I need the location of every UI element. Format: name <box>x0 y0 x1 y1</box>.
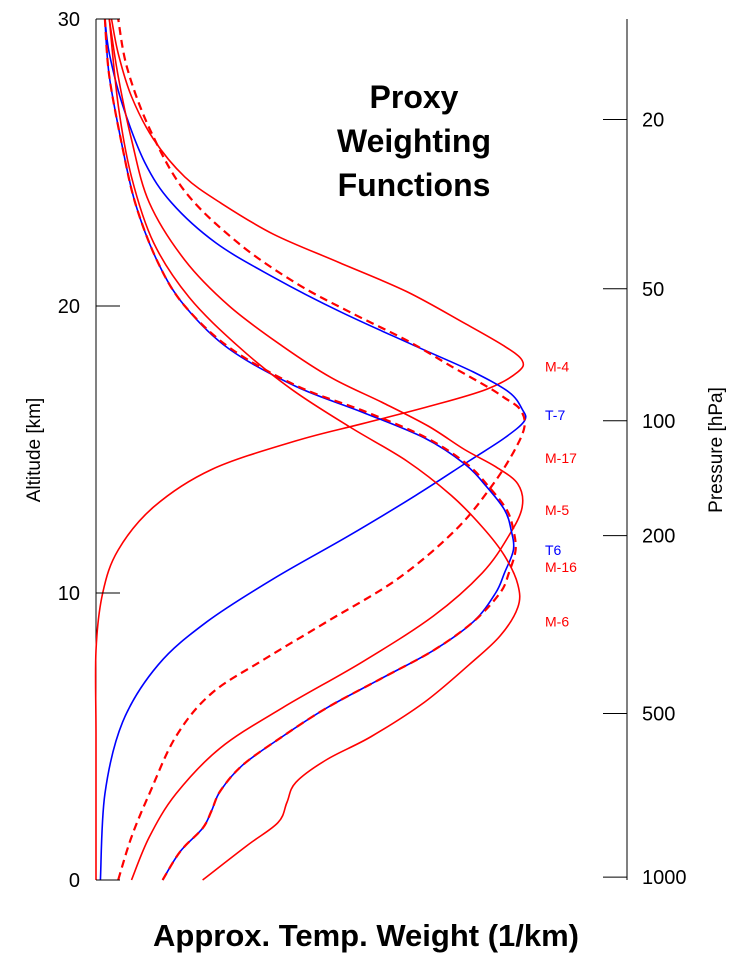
curve-m-16 <box>103 18 517 881</box>
pressure-tick-label: 200 <box>642 526 675 548</box>
curve-group <box>94 18 527 881</box>
altitude-tick-label: 10 <box>58 583 80 605</box>
chart-title-line-3: Functions <box>338 167 491 203</box>
curve-m-6 <box>108 18 521 881</box>
altitude-tick-label: 20 <box>58 296 80 318</box>
altitude-ticks: 0 10 20 30 <box>58 9 120 892</box>
curve-label-m-6: M-6 <box>545 614 569 630</box>
altitude-tick-label: 0 <box>69 870 80 892</box>
curve-label-m-4: M-4 <box>545 358 569 374</box>
pressure-tick-label: 20 <box>642 109 664 131</box>
curve-m-5 <box>108 18 524 881</box>
x-axis-title: Approx. Temp. Weight (1/km) <box>153 918 579 953</box>
y-axis-title: Altitude [km] <box>24 398 45 503</box>
curve-label-t-7: T-7 <box>545 407 565 423</box>
curve-label-t6: T6 <box>545 542 562 558</box>
pressure-tick-label: 100 <box>642 411 675 433</box>
curve-label-m-5: M-5 <box>545 502 569 518</box>
curve-m-4 <box>94 18 525 881</box>
curve-t-7 <box>99 18 527 881</box>
pressure-tick-label: 50 <box>642 279 664 301</box>
chart-title-line-1: Proxy <box>370 79 459 115</box>
pressure-tick-label: 500 <box>642 704 675 726</box>
curve-label-m-16: M-16 <box>545 559 577 575</box>
curve-m-17 <box>117 18 526 881</box>
altitude-tick-label: 30 <box>58 9 80 31</box>
pressure-tick-label: 1000 <box>642 867 687 889</box>
curve-label-m-17: M-17 <box>545 450 577 466</box>
y2-axis-title: Pressure [hPa] <box>706 387 727 513</box>
chart-title-line-2: Weighting <box>337 123 491 159</box>
pressure-ticks: 20 50 100 200 500 1000 <box>603 109 687 889</box>
curve-labels: M-4 T-7 M-17 M-5 T6M-16 M-6 <box>545 358 577 629</box>
